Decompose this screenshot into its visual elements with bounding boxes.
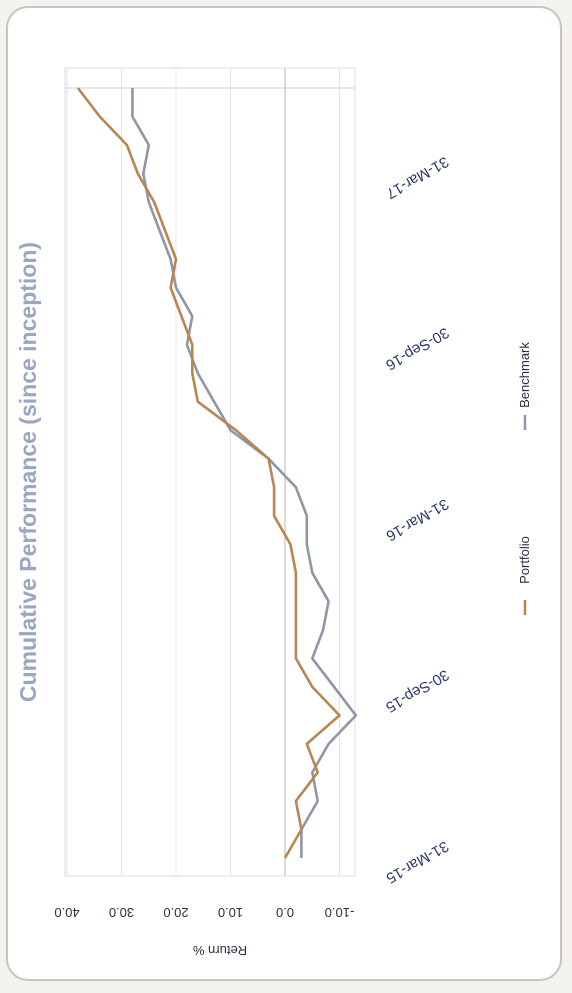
- x-tick-label: 31-Mar-15: [383, 837, 451, 886]
- y-tick-label: -10.0: [325, 905, 355, 920]
- y-axis-ticks: 40.0 30.0 20.0 10.0 0.0 -10.0: [54, 905, 354, 920]
- x-tick-label: 31-Mar-17: [383, 153, 451, 202]
- benchmark-line: [131, 88, 358, 858]
- y-tick-label: 40.0: [54, 905, 79, 920]
- portfolio-legend-label: Portfolio: [517, 536, 532, 584]
- x-tick-label: 30-Sep-15: [383, 666, 452, 716]
- chart-title: Cumulative Performance (since inception): [15, 242, 41, 702]
- plot-area: [64, 67, 356, 877]
- y-tick-label: 0.0: [276, 905, 294, 920]
- y-axis-label: Return %: [192, 943, 247, 958]
- benchmark-legend-label: Benchmark: [517, 342, 532, 408]
- portfolio-line: [76, 87, 341, 859]
- legend: Portfolio Benchmark: [517, 342, 532, 615]
- x-tick-label: 31-Mar-16: [383, 495, 451, 544]
- x-axis-ticks: 31-Mar-15 30-Sep-15 31-Mar-16 30-Sep-16 31-M…: [383, 153, 452, 887]
- y-tick-label: 10.0: [218, 905, 243, 920]
- series-lines: [76, 87, 358, 859]
- y-tick-label: 20.0: [163, 905, 188, 920]
- y-tick-label: 30.0: [109, 905, 134, 920]
- x-tick-label: 30-Sep-16: [383, 324, 452, 374]
- grid-lines: [65, 68, 355, 876]
